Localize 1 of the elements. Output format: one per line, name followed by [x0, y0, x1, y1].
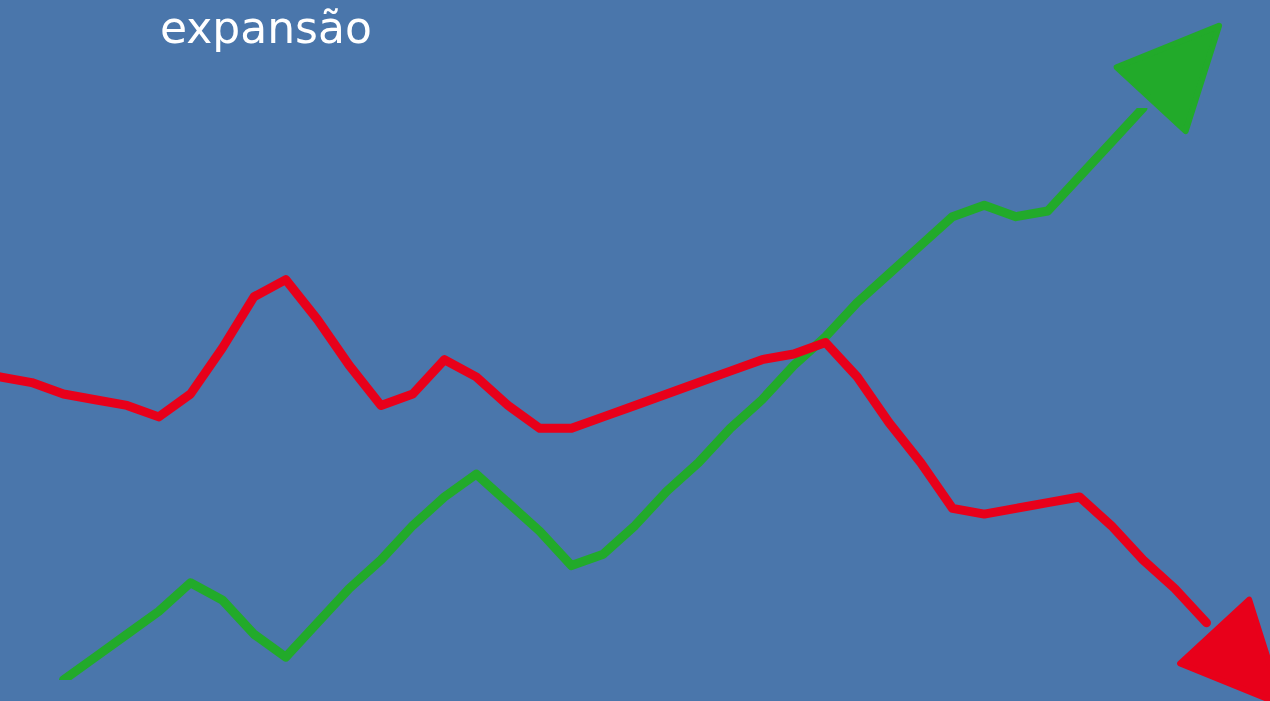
chart-title: expansão	[160, 2, 372, 54]
